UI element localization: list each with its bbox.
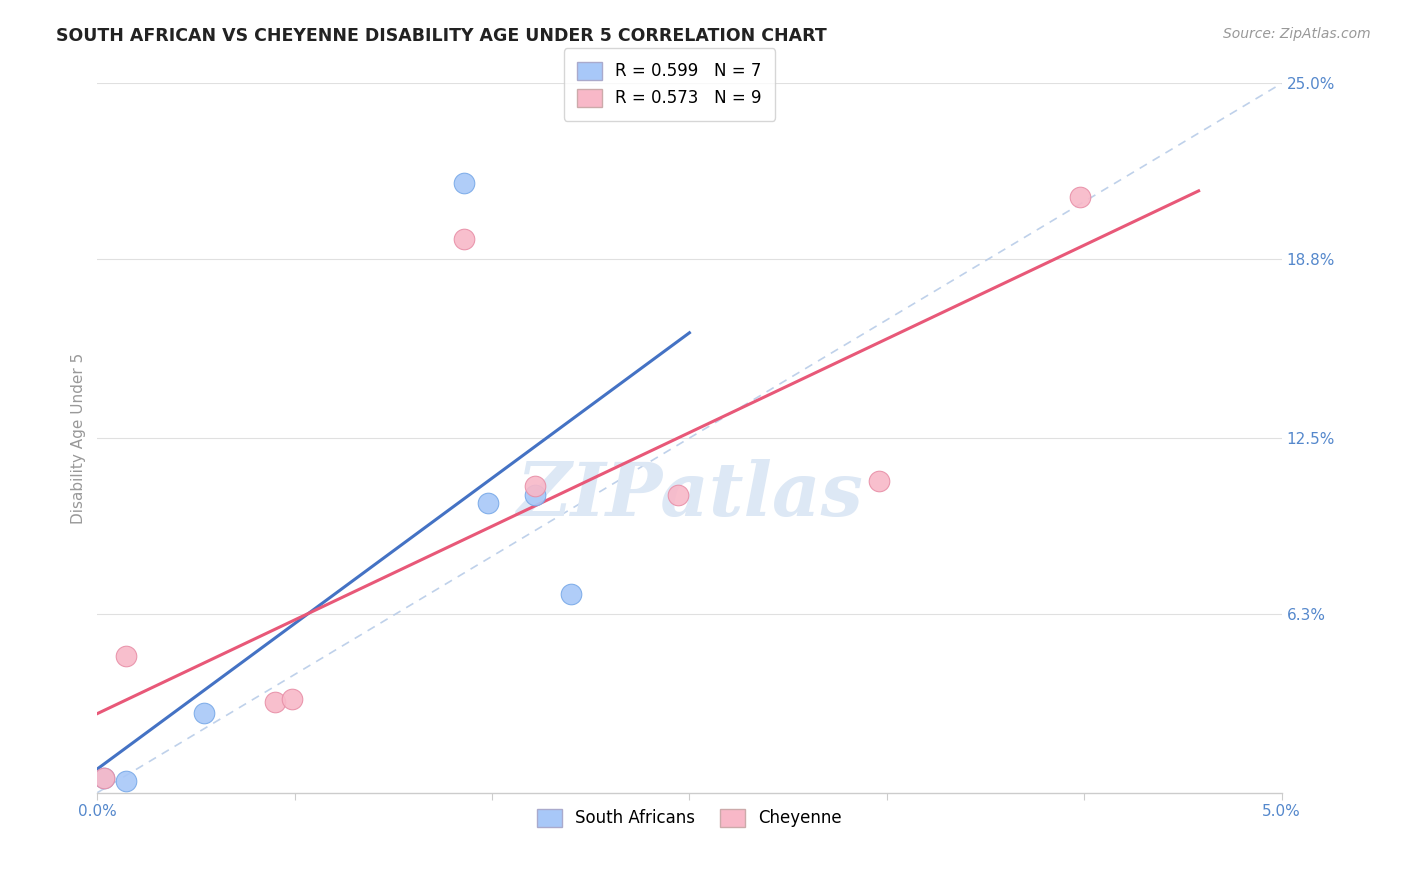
Point (1069, 190, 1091, 204)
Point (280, 692, 302, 706)
Point (524, 488, 547, 502)
Text: ZIPatlas: ZIPatlas (516, 458, 863, 531)
Point (453, 232, 475, 246)
Point (114, 774, 136, 789)
Point (477, 496, 499, 510)
Point (453, 176, 475, 190)
Point (868, 474, 890, 488)
Point (666, 488, 689, 502)
Y-axis label: Disability Age Under 5: Disability Age Under 5 (72, 352, 86, 524)
Point (193, 706, 215, 721)
Legend: South Africans, Cheyenne: South Africans, Cheyenne (530, 802, 849, 834)
Point (93, 772, 115, 786)
Point (560, 587, 582, 601)
Point (114, 649, 136, 664)
Point (524, 479, 547, 493)
Text: SOUTH AFRICAN VS CHEYENNE DISABILITY AGE UNDER 5 CORRELATION CHART: SOUTH AFRICAN VS CHEYENNE DISABILITY AGE… (56, 27, 827, 45)
Point (93, 772, 115, 786)
Point (264, 695, 287, 709)
Text: Source: ZipAtlas.com: Source: ZipAtlas.com (1223, 27, 1371, 41)
